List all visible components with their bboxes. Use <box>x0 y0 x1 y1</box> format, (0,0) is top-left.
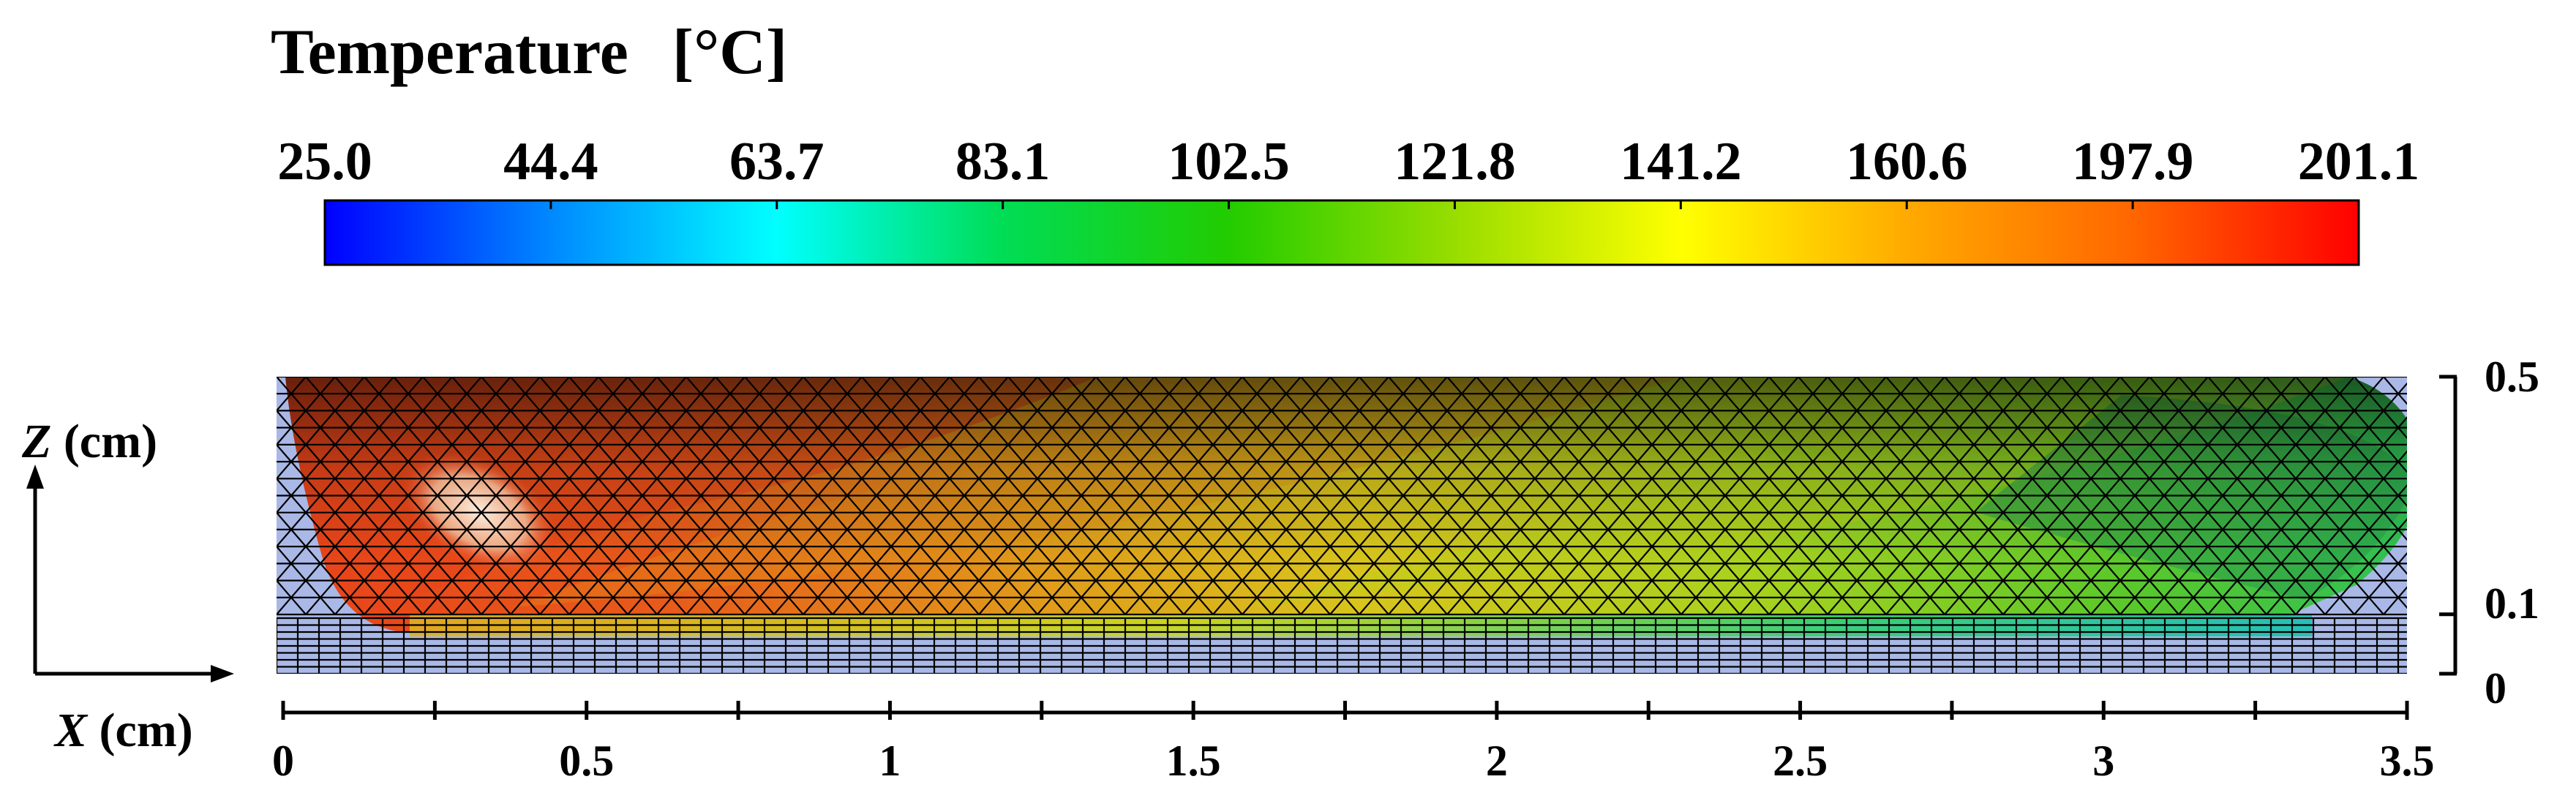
x-tick-label: 3 <box>2092 737 2114 785</box>
triangular-mesh <box>277 377 2407 616</box>
x-axis-label: X (cm) <box>53 704 193 757</box>
z-tick-label: 0.1 <box>2485 579 2539 628</box>
x-tick-label: 0 <box>272 737 294 785</box>
colorbar-tick-label: 63.7 <box>729 132 825 192</box>
x-tick-label: 3.5 <box>2380 737 2435 785</box>
z-axis-label: Z (cm) <box>21 415 157 468</box>
x-tick-label: 2.5 <box>1773 737 1828 785</box>
colorbar-tick-label: 102.5 <box>1168 132 1290 192</box>
x-tick-label: 2 <box>1486 737 1508 785</box>
layer-grid-lines <box>277 617 2407 674</box>
x-tick-label: 0.5 <box>559 737 614 785</box>
colorbar-tick-label: 201.1 <box>2298 132 2420 192</box>
coordinate-axes <box>26 465 234 682</box>
colorbar-tick-label: 83.1 <box>955 132 1051 192</box>
x-tick-label: 1.5 <box>1166 737 1221 785</box>
colorbar: Temperature [°C] 25.0 44.4 63.7 83.1 102.5 121… <box>271 17 2419 266</box>
colorbar-tick-label: 141.2 <box>1620 132 1742 192</box>
colorbar-tick-label: 160.6 <box>1846 132 1968 192</box>
colorbar-ticks: 25.0 44.4 63.7 83.1 102.5 121.8 141.2 160.6 197.… <box>277 132 2419 209</box>
melt-pool-plot <box>277 377 2407 674</box>
z-axis: 0 0.1 0.5 <box>2439 353 2539 712</box>
x-tick-label: 1 <box>879 737 901 785</box>
colorbar-tick-label: 197.9 <box>2072 132 2194 192</box>
x-axis: 0 0.5 1 1.5 2 2.5 3 3.5 <box>272 701 2435 785</box>
z-tick-label: 0.5 <box>2485 353 2539 401</box>
colorbar-tick-label: 121.8 <box>1394 132 1516 192</box>
z-tick-label: 0 <box>2485 664 2506 712</box>
mesh-lines <box>277 377 2407 616</box>
colorbar-title: Temperature [°C] <box>271 17 787 88</box>
colorbar-gradient <box>323 199 2360 266</box>
colorbar-tick-label: 25.0 <box>277 132 372 192</box>
colorbar-tick-label: 44.4 <box>503 132 598 192</box>
layered-mesh <box>277 617 2407 674</box>
